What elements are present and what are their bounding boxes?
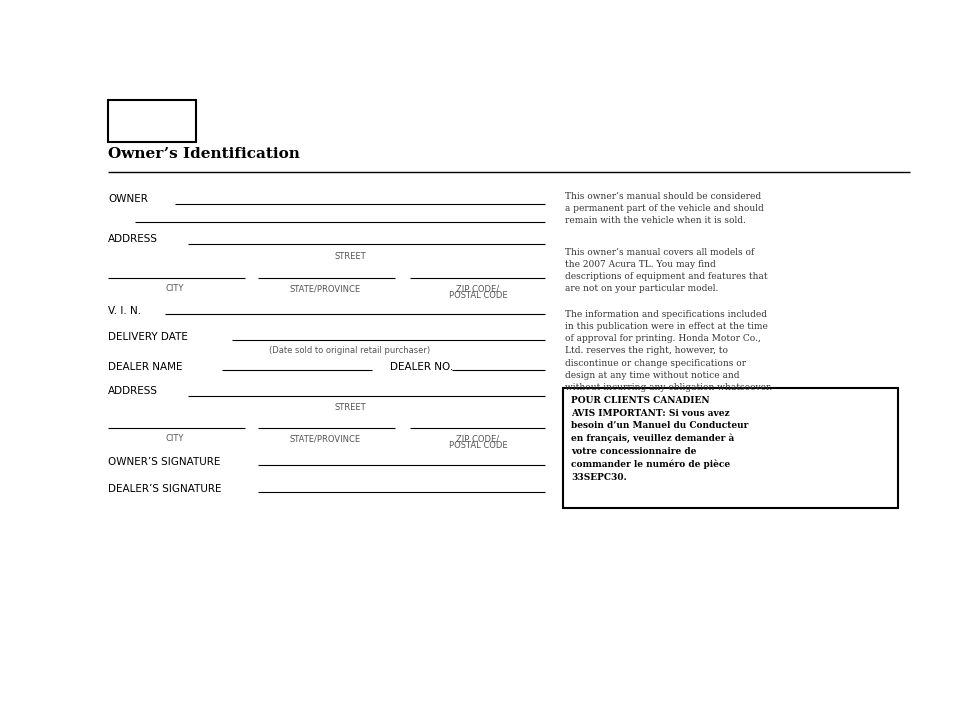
Text: POSTAL CODE: POSTAL CODE [448, 441, 507, 450]
Bar [562, 388, 897, 508]
Text: STREET: STREET [334, 252, 365, 261]
Text: ZIP CODE/: ZIP CODE/ [456, 434, 499, 443]
Text: POUR CLIENTS CANADIEN
AVIS IMPORTANT: Si vous avez
besoin d’un Manuel du Conduct: POUR CLIENTS CANADIEN AVIS IMPORTANT: Si… [571, 396, 747, 481]
Text: STATE/PROVINCE: STATE/PROVINCE [289, 284, 360, 293]
Text: DEALER NAME: DEALER NAME [108, 362, 182, 372]
Text: ZIP CODE/: ZIP CODE/ [456, 284, 499, 293]
Text: The information and specifications included
in this publication were in effect a: The information and specifications inclu… [564, 310, 771, 392]
Text: DELIVERY DATE: DELIVERY DATE [108, 332, 188, 342]
Text: ADDRESS: ADDRESS [108, 386, 158, 396]
Text: DEALER’S SIGNATURE: DEALER’S SIGNATURE [108, 484, 221, 494]
Bar [108, 100, 195, 142]
Text: This owner’s manual should be considered
a permanent part of the vehicle and sho: This owner’s manual should be considered… [564, 192, 763, 225]
Text: POSTAL CODE: POSTAL CODE [448, 291, 507, 300]
Text: CITY: CITY [166, 284, 184, 293]
Text: ADDRESS: ADDRESS [108, 234, 158, 244]
Text: (Date sold to original retail purchaser): (Date sold to original retail purchaser) [269, 346, 430, 355]
Text: OWNER: OWNER [108, 194, 148, 204]
Text: CITY: CITY [166, 434, 184, 443]
Text: STREET: STREET [334, 403, 365, 412]
Text: Owner’s Identification: Owner’s Identification [108, 147, 299, 161]
Text: This owner’s manual covers all models of
the 2007 Acura TL. You may find
descrip: This owner’s manual covers all models of… [564, 248, 767, 293]
Text: OWNER’S SIGNATURE: OWNER’S SIGNATURE [108, 457, 220, 467]
Text: V. I. N.: V. I. N. [108, 306, 141, 316]
Text: DEALER NO.: DEALER NO. [390, 362, 453, 372]
Text: STATE/PROVINCE: STATE/PROVINCE [289, 434, 360, 443]
